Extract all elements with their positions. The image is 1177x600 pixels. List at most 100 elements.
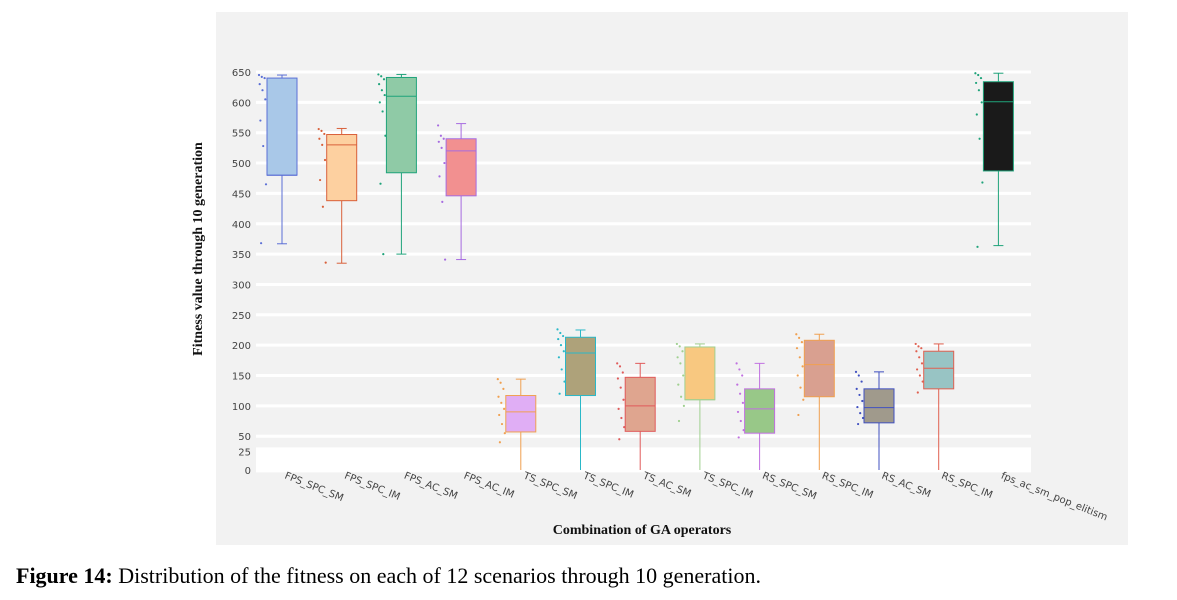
data-point <box>677 419 681 423</box>
data-point <box>856 405 859 409</box>
box-iqr <box>744 388 776 434</box>
data-point <box>378 83 381 86</box>
data-point <box>437 124 440 127</box>
data-point <box>444 258 447 261</box>
data-point <box>920 362 924 365</box>
data-point <box>977 73 980 77</box>
data-point <box>497 395 500 398</box>
data-point <box>621 371 624 374</box>
box-iqr <box>982 81 1014 172</box>
x-tick-label: FPS_AC_IM <box>462 471 516 501</box>
y-tick-label: 250 <box>232 311 251 322</box>
data-point <box>920 347 923 350</box>
data-point <box>737 436 740 439</box>
y-tick-label: 450 <box>232 189 251 200</box>
data-point <box>324 261 327 264</box>
data-point <box>857 422 860 426</box>
data-point <box>915 350 918 353</box>
y-tick-label: 300 <box>232 280 251 291</box>
x-tick-label: FPS_AC_SM <box>402 471 459 502</box>
data-point <box>321 205 324 208</box>
box-group <box>616 362 656 470</box>
data-point <box>319 178 322 182</box>
y-tick-label: 650 <box>232 68 251 79</box>
plot-panel: 0 25 50 100 150 200 250 300 350 400 450 500 550 600 65… <box>191 12 1128 545</box>
data-point <box>854 370 858 373</box>
data-point <box>620 416 623 420</box>
data-point <box>438 175 441 178</box>
y-tick-label: 600 <box>232 98 251 109</box>
data-point <box>264 98 267 101</box>
data-point <box>558 392 561 395</box>
data-point <box>500 401 503 404</box>
data-point <box>981 181 984 184</box>
box-group <box>437 123 477 261</box>
data-point <box>916 391 919 394</box>
box-group <box>854 370 895 470</box>
box-iqr <box>505 395 537 433</box>
data-point <box>379 182 382 185</box>
data-point <box>260 242 263 245</box>
data-point <box>860 380 863 383</box>
data-point <box>259 119 262 122</box>
y-tick-label: 25 <box>238 447 251 458</box>
data-point <box>321 143 324 146</box>
data-point <box>323 132 326 136</box>
data-point <box>617 407 620 410</box>
figure-label: Figure 14: <box>16 563 113 588</box>
data-point <box>799 386 802 389</box>
data-point <box>739 419 742 423</box>
data-point <box>498 413 501 417</box>
data-point <box>975 113 978 116</box>
x-tick-label: RS_SPC_IM <box>820 471 874 502</box>
data-point <box>559 331 562 335</box>
y-tick-label: 550 <box>232 129 251 140</box>
box-iqr <box>445 138 477 197</box>
y-tick-label: 500 <box>232 159 251 170</box>
data-point <box>263 76 266 80</box>
data-point <box>796 374 799 377</box>
data-point <box>618 365 622 368</box>
box-iqr <box>684 346 716 401</box>
box-iqr <box>803 339 835 398</box>
data-point <box>498 441 501 444</box>
data-point <box>798 356 801 359</box>
data-point <box>801 365 804 368</box>
data-point <box>914 342 917 346</box>
data-point <box>980 101 983 104</box>
data-point <box>978 137 981 140</box>
y-tick-label: 350 <box>232 250 251 261</box>
x-tick-label: FPS_SPC_IM <box>343 471 402 503</box>
data-point <box>680 395 683 398</box>
box-group <box>795 333 835 470</box>
data-point <box>741 374 744 377</box>
box-group <box>257 73 298 245</box>
data-point <box>496 378 499 381</box>
box-group <box>914 342 955 470</box>
axis-base-strip <box>256 447 1031 473</box>
box-group <box>317 127 358 264</box>
y-tick-label: 150 <box>232 372 251 383</box>
data-point <box>976 245 979 248</box>
data-point <box>439 134 442 137</box>
figure-caption: Figure 14: Distribution of the fitness o… <box>16 563 1166 589</box>
box-iqr <box>863 388 895 424</box>
x-tick-label: RS_SPC_SM <box>760 471 818 503</box>
data-point <box>443 161 446 165</box>
box-group <box>496 378 537 470</box>
data-point <box>857 374 860 377</box>
data-point <box>264 183 268 186</box>
data-point <box>977 89 981 92</box>
data-point <box>677 383 680 386</box>
y-tick-label: 100 <box>232 402 251 413</box>
x-tick-label: TS_SPC_IM <box>580 470 635 501</box>
data-point <box>499 381 502 384</box>
data-point <box>795 347 799 350</box>
data-point <box>323 158 327 162</box>
data-point <box>261 89 264 92</box>
x-tick-label: fps_ac_sm_pop_elitism <box>999 471 1109 524</box>
y-tick-label: 200 <box>232 341 251 352</box>
data-point <box>258 83 261 86</box>
data-point <box>562 334 565 338</box>
